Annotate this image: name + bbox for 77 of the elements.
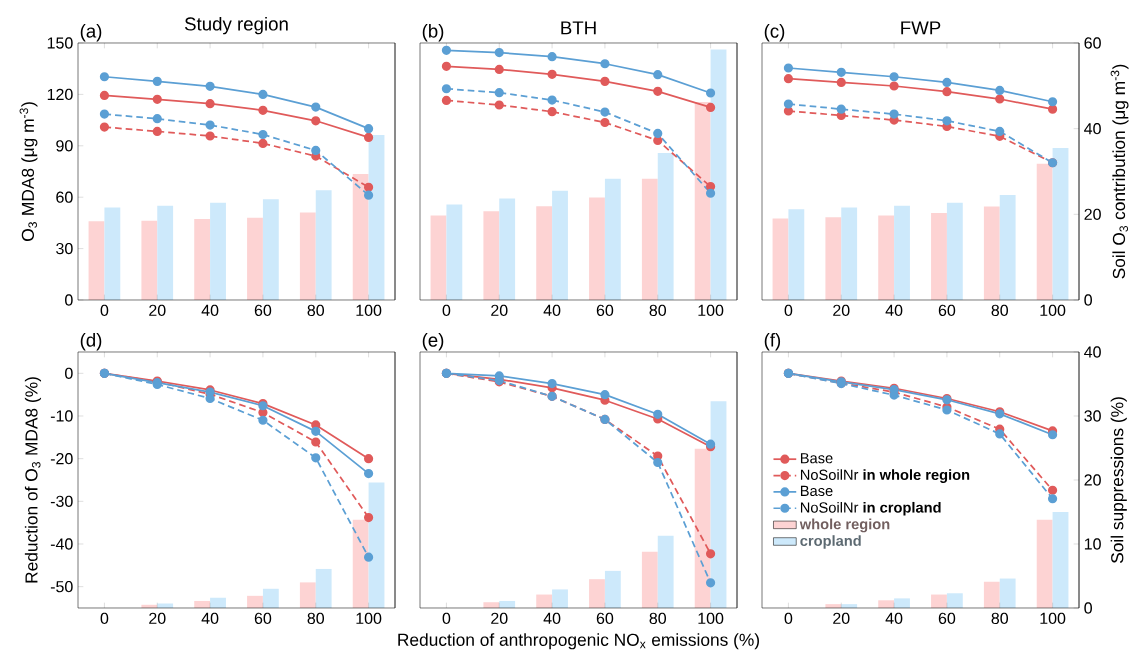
y-tick-label: 90 bbox=[56, 140, 73, 152]
legend-label: cropland bbox=[800, 535, 861, 549]
y-tick-label: 30 bbox=[56, 242, 73, 255]
x-tick-label: 100 bbox=[1040, 304, 1066, 317]
x-tick-label: 100 bbox=[698, 304, 724, 317]
text: (a) bbox=[80, 24, 102, 42]
y-tick-label: -20 bbox=[50, 453, 73, 465]
chart-title: FWP bbox=[901, 21, 941, 35]
x-tick-label: 20 bbox=[833, 304, 850, 317]
text: (e) bbox=[422, 333, 444, 351]
x-tick-label: 100 bbox=[698, 612, 724, 625]
x-tick-label: 100 bbox=[356, 612, 382, 625]
x-tick-label: 40 bbox=[885, 612, 903, 625]
x-tick-label: 20 bbox=[149, 304, 166, 317]
y2-axis-title: Soil suppressions (%) bbox=[1110, 397, 1127, 563]
x-tick-label: 60 bbox=[254, 304, 272, 317]
x-axis-title: Reduction of anthropogenic NO$_{x}$ emissions (%) bbox=[398, 633, 759, 650]
text: (f) bbox=[764, 333, 781, 351]
y2-tick-label: 20 bbox=[1084, 208, 1101, 220]
y-tick-label: 150 bbox=[47, 37, 73, 49]
y2-tick-label: 20 bbox=[1084, 474, 1101, 486]
x-tick-label: 60 bbox=[254, 612, 272, 625]
x-tick-label: 20 bbox=[833, 612, 850, 625]
x-tick-label: 40 bbox=[885, 304, 903, 317]
text: (b) bbox=[422, 24, 444, 42]
x-tick-label: 0 bbox=[784, 612, 793, 625]
x-tick-label: 100 bbox=[1040, 612, 1066, 625]
y2-tick-label: 0 bbox=[1084, 602, 1092, 614]
y-tick-label: 0 bbox=[65, 367, 73, 379]
x-tick-label: 20 bbox=[491, 304, 508, 317]
y-tick-label: -30 bbox=[50, 495, 73, 507]
x-tick-label: 20 bbox=[491, 612, 508, 625]
y2-tick-label: 40 bbox=[1084, 123, 1101, 135]
x-tick-label: 40 bbox=[201, 304, 219, 317]
x-tick-label: 60 bbox=[938, 612, 956, 625]
legend-label: whole region bbox=[799, 518, 890, 533]
y-axis-title: O$_{3}$ MDA8 (μg m$^{-3}$) bbox=[19, 102, 38, 241]
legend-label: NoSoilNr in cropland bbox=[800, 501, 941, 516]
y2-tick-label: 30 bbox=[1084, 410, 1101, 422]
x-tick-label: 80 bbox=[991, 304, 1009, 317]
x-tick-label: 20 bbox=[149, 612, 166, 625]
x-tick-label: 80 bbox=[991, 612, 1009, 625]
y-tick-label: 120 bbox=[47, 88, 73, 101]
y-tick-label: -50 bbox=[50, 580, 73, 593]
chart-title: BTH bbox=[561, 21, 596, 35]
legend-label: Base bbox=[800, 453, 833, 464]
legend-label: NoSoilNr in whole region bbox=[800, 469, 970, 483]
x-tick-label: 60 bbox=[938, 304, 956, 317]
x-tick-label: 80 bbox=[307, 612, 325, 625]
y-tick-label: 0 bbox=[65, 294, 73, 306]
x-tick-label: 0 bbox=[100, 612, 109, 625]
x-tick-label: 100 bbox=[356, 304, 382, 317]
x-tick-label: 40 bbox=[543, 304, 561, 317]
x-tick-label: 80 bbox=[649, 304, 667, 317]
y2-tick-label: 0 bbox=[1084, 294, 1092, 306]
y2-tick-label: 10 bbox=[1084, 538, 1101, 550]
x-tick-label: 0 bbox=[100, 304, 109, 317]
x-tick-label: 40 bbox=[543, 612, 561, 625]
chart-title: Study region bbox=[184, 16, 288, 35]
x-tick-label: 0 bbox=[784, 304, 793, 317]
text: (c) bbox=[764, 24, 785, 42]
y2-tick-label: 60 bbox=[1084, 37, 1101, 49]
y-tick-label: -10 bbox=[50, 410, 73, 422]
legend-label: Base bbox=[800, 485, 833, 497]
x-tick-label: 60 bbox=[596, 612, 614, 625]
x-tick-label: 80 bbox=[307, 304, 325, 317]
x-tick-label: 40 bbox=[201, 612, 219, 625]
x-tick-label: 0 bbox=[442, 304, 451, 317]
y-axis-title: Reduction of O$_{3}$ MDA8 (%) bbox=[24, 377, 42, 583]
x-tick-label: 0 bbox=[442, 612, 451, 625]
text: (d) bbox=[80, 333, 102, 351]
y-tick-label: 60 bbox=[56, 191, 73, 203]
x-tick-label: 80 bbox=[649, 612, 667, 625]
x-tick-label: 60 bbox=[596, 304, 614, 317]
y2-axis-title: Soil O$_{3}$ contribution (μg m$^{-3}$) bbox=[1110, 64, 1129, 279]
y-tick-label: -40 bbox=[50, 538, 73, 550]
y2-tick-label: 40 bbox=[1084, 346, 1101, 358]
